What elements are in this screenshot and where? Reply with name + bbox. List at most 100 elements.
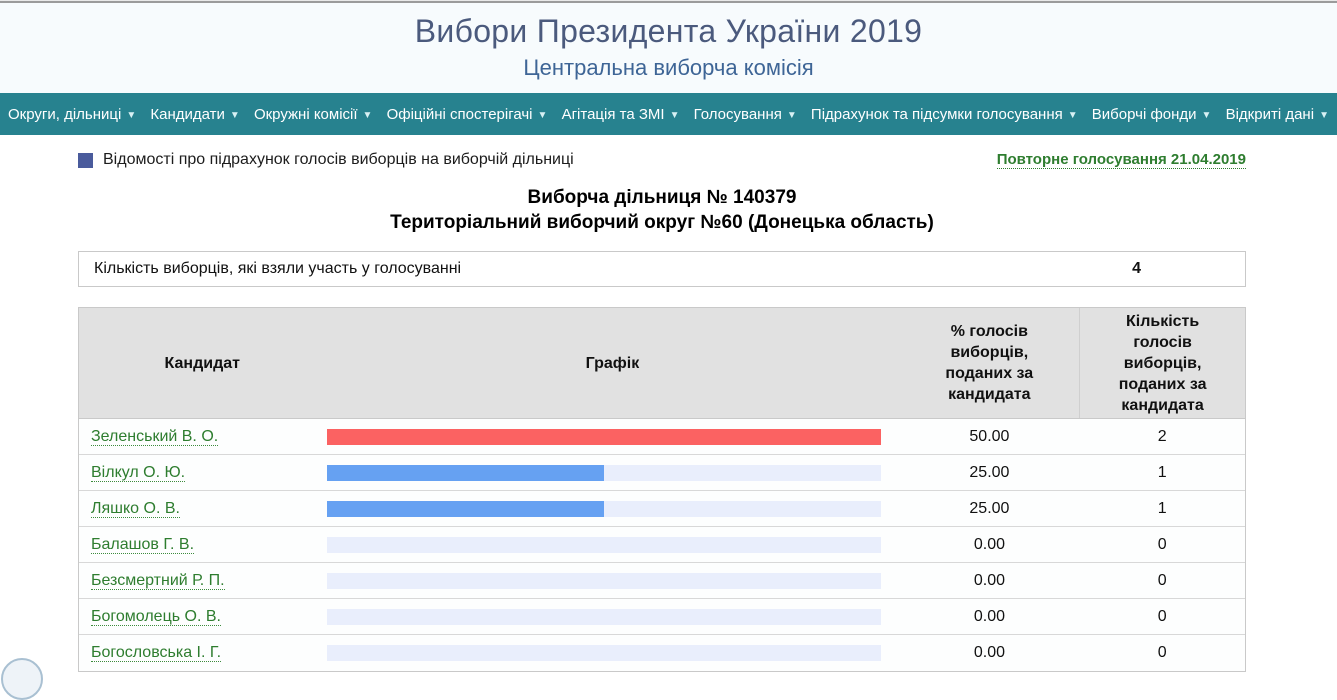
nav-item[interactable]: Округи, дільниці ▼ xyxy=(8,106,136,123)
site-title: Вибори Президента України 2019 xyxy=(414,13,923,49)
candidate-cell: Вілкул О. Ю. xyxy=(79,463,326,482)
table-row: Богомолець О. В. 0.00 0 xyxy=(79,599,1245,635)
nav-item-label: Окружні комісії xyxy=(253,105,358,123)
result-bar xyxy=(326,500,604,517)
chevron-down-icon: ▼ xyxy=(1201,109,1212,121)
votes-count: 1 xyxy=(1157,463,1167,481)
nav-item-label: Відкриті дані xyxy=(1225,105,1315,123)
station-title: Виборча дільниця № 140379 xyxy=(527,187,797,208)
chevron-down-icon: ▼ xyxy=(126,109,137,121)
column-header-candidate: Кандидат xyxy=(164,354,240,372)
percent-value: 0.00 xyxy=(973,571,1005,589)
chart-cell xyxy=(326,464,900,481)
chart-cell xyxy=(326,500,900,517)
candidate-link[interactable]: Балашов Г. В. xyxy=(91,535,195,554)
candidate-cell: Богомолець О. В. xyxy=(79,607,326,626)
nav-item-label: Виборчі фонди xyxy=(1091,105,1197,123)
main-nav: Округи, дільниці ▼ Кандидати ▼ Окружні к… xyxy=(0,93,1337,135)
repeat-vote-link[interactable]: Повторне голосування 21.04.2019 xyxy=(996,151,1246,169)
votes-count: 0 xyxy=(1157,644,1167,661)
candidate-link[interactable]: Богомолець О. В. xyxy=(91,607,221,626)
nav-item-label: Агітація та ЗМІ xyxy=(561,105,665,123)
nav-item[interactable]: Виборчі фонди ▼ xyxy=(1092,106,1212,123)
candidate-link[interactable]: Безсмертний Р. П. xyxy=(91,571,225,590)
percent-value: 0.00 xyxy=(973,535,1005,553)
candidate-cell: Богословська І. Г. xyxy=(79,644,326,662)
turnout-value: 4 xyxy=(1132,260,1141,277)
chart-cell xyxy=(326,608,900,625)
table-row: Зеленський В. О. 50.00 2 xyxy=(79,419,1245,455)
browser-top-strip xyxy=(0,0,1337,3)
percent-value: 0.00 xyxy=(973,644,1005,661)
page-content: Відомості про підрахунок голосів виборці… xyxy=(78,149,1246,672)
chart-cell xyxy=(326,428,900,445)
table-row: Ляшко О. В. 25.00 1 xyxy=(79,491,1245,527)
chevron-down-icon: ▼ xyxy=(362,109,373,121)
nav-item[interactable]: Голосування ▼ xyxy=(694,106,797,123)
chevron-down-icon: ▼ xyxy=(537,109,548,121)
result-bar-track xyxy=(326,645,881,661)
results-table: Кандидат Графік % голосів виборців, пода… xyxy=(78,307,1246,672)
chevron-down-icon: ▼ xyxy=(786,109,797,121)
nav-item-label: Офіційні спостерігачі xyxy=(386,105,533,123)
candidate-cell: Безсмертний Р. П. xyxy=(79,571,326,590)
nav-item[interactable]: Агітація та ЗМІ ▼ xyxy=(562,106,680,123)
section-header: Відомості про підрахунок голосів виборці… xyxy=(78,149,1246,171)
result-bar xyxy=(326,428,881,445)
votes-count: 1 xyxy=(1157,499,1167,517)
section-bullet-square-icon xyxy=(78,152,93,168)
result-bar-track xyxy=(326,536,881,553)
table-row: Богословська І. Г. 0.00 0 xyxy=(79,635,1245,671)
result-bar-track xyxy=(326,464,881,481)
column-header-count: Кількість голосів виборців, поданих за к… xyxy=(1079,308,1245,418)
candidate-link[interactable]: Ляшко О. В. xyxy=(91,499,180,518)
district-title: Територіальний виборчий округ №60 (Донец… xyxy=(390,212,934,233)
chevron-down-icon: ▼ xyxy=(1319,109,1329,121)
column-header-chart: Графік xyxy=(585,354,640,372)
result-bar xyxy=(326,464,604,481)
percent-value: 0.00 xyxy=(973,607,1005,625)
section-title: Відомості про підрахунок голосів виборці… xyxy=(103,151,574,168)
chevron-down-icon: ▼ xyxy=(669,109,680,121)
nav-item[interactable]: Окружні комісії ▼ xyxy=(254,106,373,123)
column-header-percent: % голосів виборців, поданих за кандидата xyxy=(945,323,1034,403)
table-row: Вілкул О. Ю. 25.00 1 xyxy=(79,455,1245,491)
chart-cell xyxy=(326,536,900,553)
votes-count: 0 xyxy=(1157,607,1167,625)
nav-item[interactable]: Офіційні спостерігачі ▼ xyxy=(387,106,548,123)
candidate-cell: Балашов Г. В. xyxy=(79,535,326,554)
turnout-box: Кількість виборців, які взяли участь у г… xyxy=(78,251,1246,287)
percent-value: 25.00 xyxy=(969,463,1010,481)
votes-count: 0 xyxy=(1157,535,1167,553)
results-table-body: Зеленський В. О. 50.00 2 Вілкул О. Ю. 25… xyxy=(79,419,1245,671)
votes-count: 0 xyxy=(1157,571,1167,589)
nav-item-label: Підрахунок та підсумки голосування xyxy=(810,105,1063,123)
chevron-down-icon: ▼ xyxy=(1067,109,1078,121)
result-bar-track xyxy=(326,500,881,517)
candidate-cell: Ляшко О. В. xyxy=(79,499,326,518)
table-row: Балашов Г. В. 0.00 0 xyxy=(79,527,1245,563)
nav-item-label: Округи, дільниці xyxy=(8,105,122,123)
candidate-link[interactable]: Вілкул О. Ю. xyxy=(91,463,186,482)
chart-cell xyxy=(326,645,900,661)
site-header: Вибори Президента України 2019 Центральн… xyxy=(0,3,1337,93)
nav-item-label: Голосування xyxy=(693,105,782,123)
nav-item[interactable]: Підрахунок та підсумки голосування ▼ xyxy=(811,106,1078,123)
turnout-label: Кількість виборців, які взяли участь у г… xyxy=(94,260,462,277)
floating-widget[interactable] xyxy=(1,658,43,700)
percent-value: 50.00 xyxy=(969,427,1010,445)
chevron-down-icon: ▼ xyxy=(229,109,240,121)
candidate-cell: Зеленський В. О. xyxy=(79,427,326,446)
chart-cell xyxy=(326,572,900,589)
nav-item[interactable]: Відкриті дані ▼ xyxy=(1226,106,1329,123)
site-subtitle: Центральна виборча комісія xyxy=(523,55,814,80)
result-bar-track xyxy=(326,572,881,589)
votes-count: 2 xyxy=(1157,427,1167,445)
percent-value: 25.00 xyxy=(969,499,1010,517)
candidate-link[interactable]: Зеленський В. О. xyxy=(91,427,219,446)
results-table-header: Кандидат Графік % голосів виборців, пода… xyxy=(79,308,1245,419)
result-bar-track xyxy=(326,608,881,625)
nav-item-label: Кандидати xyxy=(150,105,225,123)
nav-item[interactable]: Кандидати ▼ xyxy=(150,106,239,123)
candidate-link[interactable]: Богословська І. Г. xyxy=(91,644,222,662)
